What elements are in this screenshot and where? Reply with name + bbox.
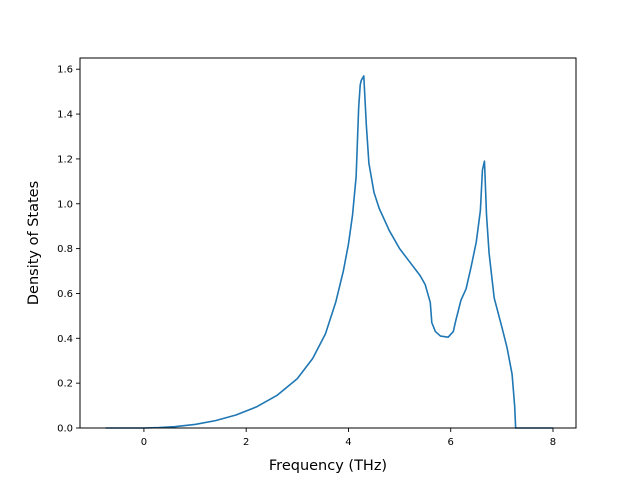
- x-axis-ticks: 0 2 4 6 8: [141, 428, 556, 448]
- y-tick-label: 1.6: [57, 65, 73, 76]
- x-tick-label: 8: [550, 437, 556, 448]
- y-tick-label: 1.2: [57, 154, 73, 165]
- y-tick-label: 0.8: [57, 244, 73, 255]
- dos-series-line: [105, 75, 553, 429]
- x-tick-label: 0: [141, 437, 147, 448]
- x-tick-label: 4: [345, 437, 351, 448]
- y-tick-label: 0.2: [57, 379, 73, 390]
- y-tick-label: 0.0: [57, 424, 73, 435]
- y-axis-label: Density of States: [26, 181, 42, 305]
- y-tick-label: 1.0: [57, 199, 73, 210]
- plot-area: [80, 58, 576, 428]
- y-tick-label: 1.4: [57, 110, 73, 121]
- x-tick-label: 6: [448, 437, 454, 448]
- y-tick-label: 0.6: [57, 289, 73, 300]
- x-axis-label: Frequency (THz): [269, 458, 387, 474]
- x-tick-label: 2: [243, 437, 249, 448]
- plot-frame: [79, 57, 577, 429]
- y-axis-ticks: 0.0 0.2 0.4 0.6 0.8 1.0 1.2 1.4 1.6: [57, 65, 80, 435]
- y-tick-label: 0.4: [57, 334, 73, 345]
